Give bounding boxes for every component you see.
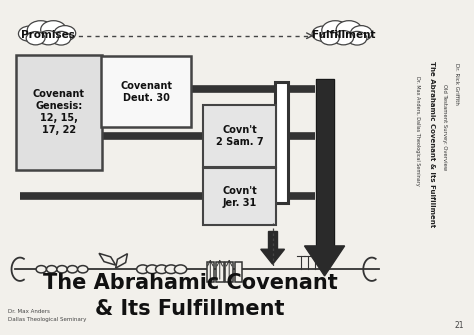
Circle shape bbox=[54, 25, 76, 41]
Circle shape bbox=[350, 25, 372, 41]
Circle shape bbox=[146, 265, 158, 274]
Circle shape bbox=[26, 31, 45, 45]
Circle shape bbox=[27, 21, 54, 40]
Text: Covenant
Genesis:
12, 15,
17, 22: Covenant Genesis: 12, 15, 17, 22 bbox=[33, 89, 85, 135]
Circle shape bbox=[165, 265, 177, 274]
Circle shape bbox=[67, 266, 78, 273]
Polygon shape bbox=[261, 249, 284, 264]
Text: Promises: Promises bbox=[21, 30, 75, 40]
Polygon shape bbox=[316, 79, 334, 246]
Circle shape bbox=[322, 21, 349, 40]
Circle shape bbox=[78, 266, 88, 273]
Text: Covn't
Jer. 31: Covn't Jer. 31 bbox=[222, 186, 257, 208]
Text: Dallas Theological Seminary: Dallas Theological Seminary bbox=[8, 317, 87, 322]
Circle shape bbox=[312, 26, 334, 41]
FancyBboxPatch shape bbox=[275, 82, 288, 203]
FancyBboxPatch shape bbox=[216, 262, 224, 282]
FancyBboxPatch shape bbox=[226, 262, 233, 282]
Polygon shape bbox=[304, 246, 345, 276]
Circle shape bbox=[46, 266, 57, 273]
FancyBboxPatch shape bbox=[203, 105, 276, 167]
Circle shape bbox=[174, 265, 187, 274]
Circle shape bbox=[320, 31, 339, 45]
FancyBboxPatch shape bbox=[101, 56, 191, 127]
Circle shape bbox=[347, 31, 367, 45]
Text: The Abrahamic Covenant
& Its Fulfillment: The Abrahamic Covenant & Its Fulfillment bbox=[43, 273, 337, 319]
Circle shape bbox=[51, 31, 71, 45]
Circle shape bbox=[155, 265, 168, 274]
Circle shape bbox=[333, 30, 354, 45]
Polygon shape bbox=[99, 253, 116, 265]
FancyBboxPatch shape bbox=[207, 262, 214, 282]
Circle shape bbox=[336, 21, 362, 39]
Circle shape bbox=[36, 266, 46, 273]
Text: Covenant
Deut. 30: Covenant Deut. 30 bbox=[120, 81, 173, 103]
FancyBboxPatch shape bbox=[16, 55, 102, 170]
FancyBboxPatch shape bbox=[235, 262, 242, 282]
Text: Covn't
2 Sam. 7: Covn't 2 Sam. 7 bbox=[216, 125, 264, 147]
Text: Dr. Max Anders: Dr. Max Anders bbox=[8, 309, 50, 314]
Polygon shape bbox=[268, 231, 277, 249]
Polygon shape bbox=[116, 254, 128, 268]
FancyBboxPatch shape bbox=[203, 168, 276, 225]
Text: Dr. Max Anders, Dallas Theological Seminary: Dr. Max Anders, Dallas Theological Semin… bbox=[415, 76, 420, 186]
Text: 21: 21 bbox=[455, 321, 464, 330]
Text: Old Testament Survey: Overview: Old Testament Survey: Overview bbox=[442, 84, 447, 171]
Circle shape bbox=[137, 265, 149, 274]
Circle shape bbox=[41, 21, 66, 39]
Text: Fulfillment: Fulfillment bbox=[312, 30, 375, 40]
Circle shape bbox=[57, 266, 67, 273]
Text: The Abrahamic Covenant & Its Fulfillment: The Abrahamic Covenant & Its Fulfillment bbox=[429, 61, 435, 227]
Circle shape bbox=[18, 26, 40, 41]
Text: Dr. Rick Griffith: Dr. Rick Griffith bbox=[454, 63, 459, 105]
Circle shape bbox=[38, 30, 58, 45]
